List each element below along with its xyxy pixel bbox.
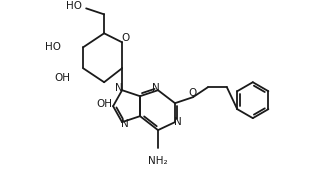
Text: NH₂: NH₂ [148, 156, 168, 166]
Text: N: N [174, 117, 182, 127]
Text: O: O [189, 88, 197, 98]
Text: HO: HO [66, 1, 82, 11]
Text: N: N [152, 83, 160, 93]
Text: N: N [115, 83, 123, 93]
Text: OH: OH [54, 73, 70, 83]
Text: HO: HO [45, 42, 61, 52]
Text: OH: OH [96, 99, 112, 109]
Text: N: N [121, 119, 129, 129]
Text: O: O [121, 33, 129, 43]
